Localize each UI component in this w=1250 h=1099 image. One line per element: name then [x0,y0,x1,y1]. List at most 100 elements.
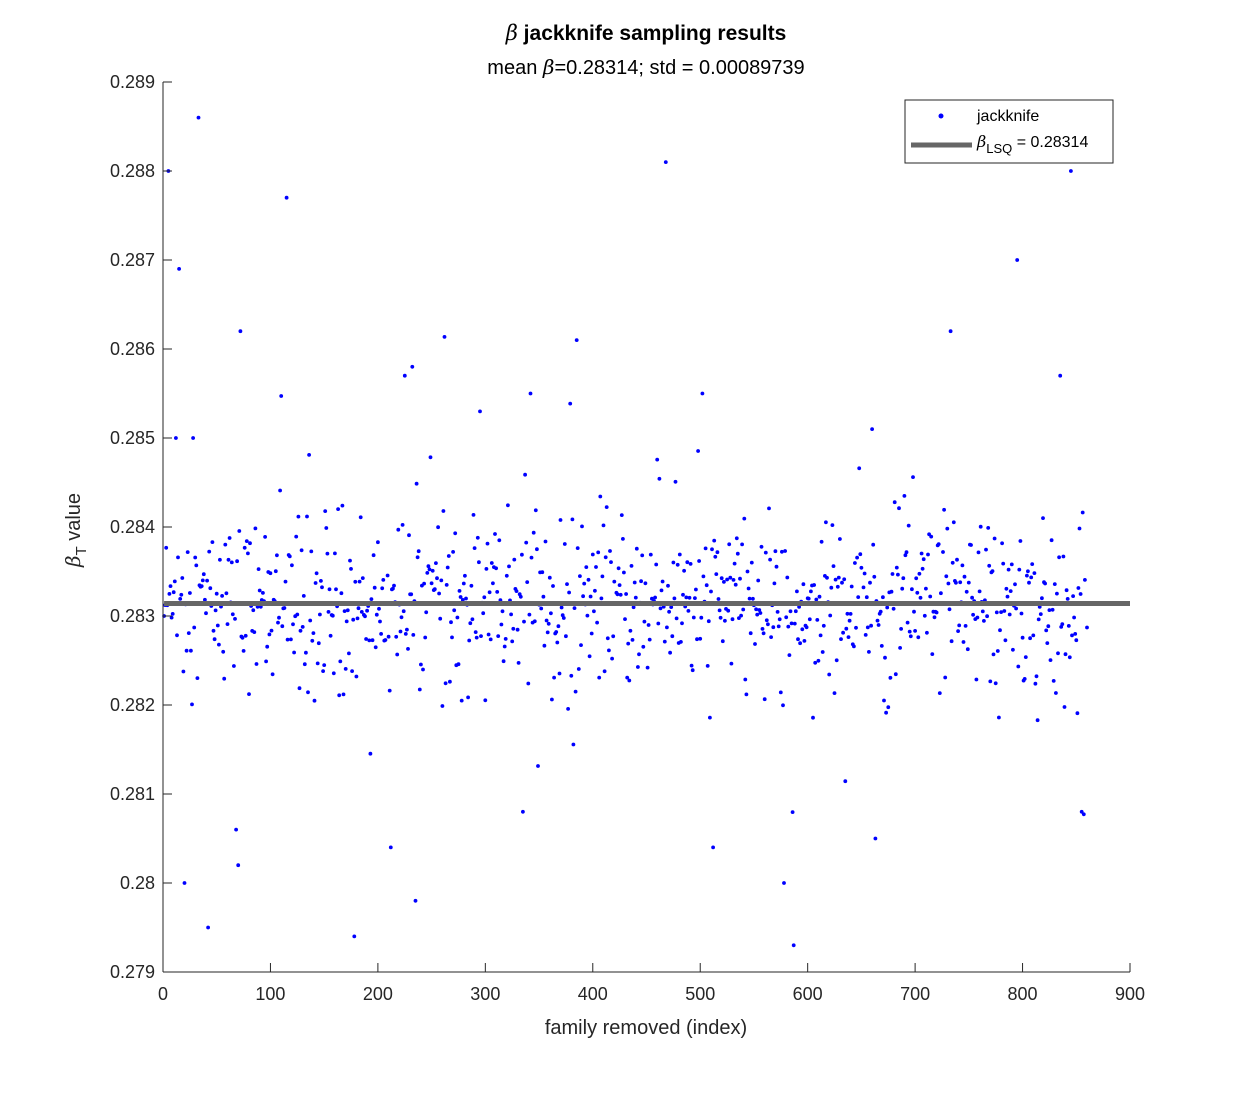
data-point [855,555,859,560]
data-point [729,661,734,666]
data-point [984,547,988,552]
data-point [283,579,288,584]
data-point [682,568,686,573]
data-point [263,535,267,539]
data-point [521,809,525,814]
data-point [572,606,577,610]
data-point [600,574,605,579]
data-point [363,614,367,619]
data-point [220,594,225,598]
data-point [920,566,925,571]
legend-lsq-text: = 0.28314 [1012,134,1088,151]
data-point [171,590,176,595]
data-point [717,608,722,613]
data-point [670,634,675,639]
data-point [759,544,764,549]
data-point [904,550,909,555]
data-point [870,427,874,431]
data-point [976,550,981,555]
data-point [226,557,231,562]
data-point [636,665,640,669]
data-point [713,554,718,559]
data-point [715,550,720,555]
data-point [793,609,798,614]
data-point [1070,633,1074,638]
data-point [562,542,567,546]
data-point [172,579,177,584]
data-point [777,617,782,622]
data-point [698,636,703,641]
data-point [334,587,338,592]
data-point [223,542,228,547]
data-point [436,525,440,530]
data-point [756,578,761,583]
data-point [182,881,187,885]
data-point [1072,615,1076,620]
data-point [809,589,813,594]
legend-label-jackknife: jackknife [976,108,1039,125]
data-point [836,575,841,580]
data-point [846,635,851,639]
y-tick-label: 0.28 [120,873,155,893]
data-point [555,640,560,645]
data-point [344,619,349,624]
data-point [340,503,345,508]
data-point [951,520,956,525]
data-point [188,591,192,595]
data-point [671,560,676,565]
data-point [472,546,477,550]
data-point [411,633,416,637]
data-point [672,596,677,601]
data-point [783,549,787,553]
data-point [194,563,199,568]
data-point [580,524,584,529]
data-point [962,574,967,579]
data-point [279,394,284,398]
data-point [540,570,545,575]
data-point [911,475,915,479]
data-point [1062,705,1067,709]
data-point [852,644,856,649]
data-point [977,589,982,594]
data-point [901,576,906,581]
data-point [691,615,696,620]
data-point [892,500,897,505]
data-point [387,688,392,693]
data-point [544,618,549,623]
data-point [318,612,322,617]
data-point [786,624,791,629]
data-point [364,637,368,641]
data-point [747,596,752,601]
data-point [353,579,358,584]
data-point [380,586,385,591]
data-point [1043,581,1047,586]
data-point [584,565,589,569]
data-point [821,623,826,628]
data-point [999,610,1003,614]
data-point [582,581,587,586]
data-point [903,553,908,558]
data-point [495,590,500,594]
data-point [653,595,657,600]
data-point [782,881,786,885]
data-point [427,567,432,572]
data-point [494,566,498,571]
data-point [858,552,863,557]
data-point [201,572,206,577]
data-point [982,619,986,623]
data-point [905,620,910,625]
data-point [367,638,372,643]
data-point [467,638,472,643]
data-point [714,572,719,576]
data-point [893,672,898,677]
data-point [760,627,765,631]
data-point [624,592,628,596]
data-point [806,596,811,601]
data-point [542,643,547,648]
data-point [1077,526,1082,531]
data-point [769,635,773,639]
data-point [395,652,400,657]
data-point [559,605,564,610]
data-point [392,583,396,588]
